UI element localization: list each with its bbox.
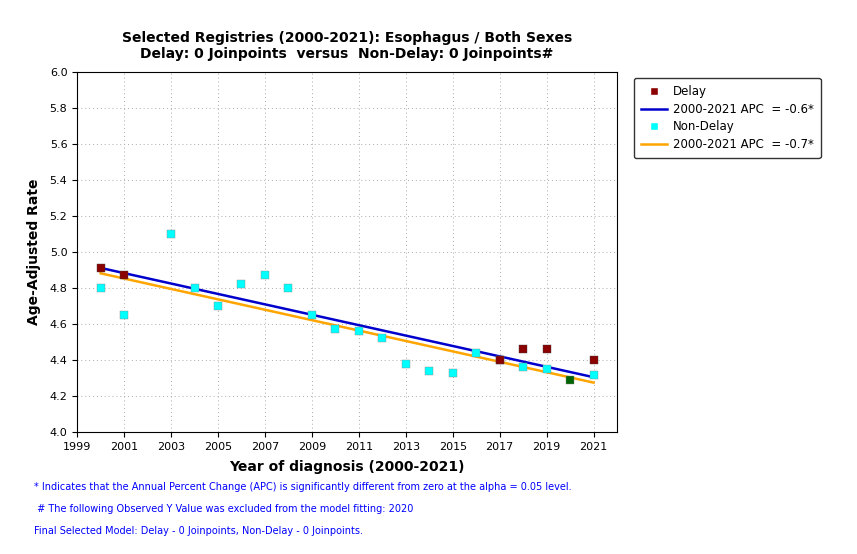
Text: * Indicates that the Annual Percent Change (APC) is significantly different from: * Indicates that the Annual Percent Chan…: [34, 482, 572, 492]
Legend: Delay, 2000-2021 APC  = -0.6*, Non-Delay, 2000-2021 APC  = -0.7*: Delay, 2000-2021 APC = -0.6*, Non-Delay,…: [633, 78, 821, 158]
Y-axis label: Age-Adjusted Rate: Age-Adjusted Rate: [27, 179, 41, 325]
Title: Selected Registries (2000-2021): Esophagus / Both Sexes
Delay: 0 Joinpoints  ver: Selected Registries (2000-2021): Esophag…: [122, 31, 572, 61]
X-axis label: Year of diagnosis (2000-2021): Year of diagnosis (2000-2021): [230, 460, 464, 474]
Text: Final Selected Model: Delay - 0 Joinpoints, Non-Delay - 0 Joinpoints.: Final Selected Model: Delay - 0 Joinpoin…: [34, 526, 363, 536]
Text: # The following Observed Y Value was excluded from the model fitting: 2020: # The following Observed Y Value was exc…: [34, 504, 414, 514]
